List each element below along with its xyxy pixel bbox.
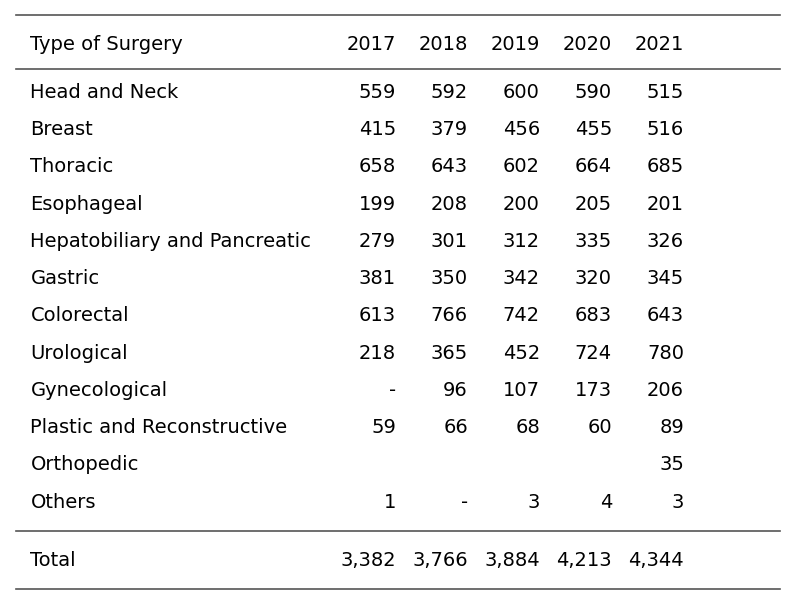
Text: 600: 600: [503, 83, 540, 102]
Text: 592: 592: [430, 83, 468, 102]
Text: 4: 4: [600, 493, 612, 511]
Text: Colorectal: Colorectal: [30, 306, 129, 325]
Text: 59: 59: [371, 418, 396, 437]
Text: 208: 208: [431, 195, 468, 213]
Text: 320: 320: [575, 269, 612, 288]
Text: 201: 201: [647, 195, 684, 213]
Text: 279: 279: [359, 232, 396, 251]
Text: 3: 3: [672, 493, 684, 511]
Text: 685: 685: [646, 157, 684, 176]
Text: 3,382: 3,382: [340, 551, 396, 570]
Text: 2017: 2017: [346, 35, 396, 54]
Text: 452: 452: [502, 344, 540, 362]
Text: 345: 345: [646, 269, 684, 288]
Text: 2018: 2018: [418, 35, 468, 54]
Text: 218: 218: [359, 344, 396, 362]
Text: 455: 455: [574, 120, 612, 139]
Text: 643: 643: [431, 157, 468, 176]
Text: 96: 96: [443, 381, 468, 400]
Text: 173: 173: [575, 381, 612, 400]
Text: 312: 312: [503, 232, 540, 251]
Text: 766: 766: [431, 306, 468, 325]
Text: 643: 643: [647, 306, 684, 325]
Text: 326: 326: [647, 232, 684, 251]
Text: 516: 516: [646, 120, 684, 139]
Text: 379: 379: [431, 120, 468, 139]
Text: 200: 200: [503, 195, 540, 213]
Text: 4,213: 4,213: [556, 551, 612, 570]
Text: 780: 780: [647, 344, 684, 362]
Text: Breast: Breast: [30, 120, 93, 139]
Text: 205: 205: [575, 195, 612, 213]
Text: 515: 515: [646, 83, 684, 102]
Text: 66: 66: [443, 418, 468, 437]
Text: 350: 350: [431, 269, 468, 288]
Text: 3: 3: [528, 493, 540, 511]
Text: 60: 60: [587, 418, 612, 437]
Text: 2021: 2021: [634, 35, 684, 54]
Text: Urological: Urological: [30, 344, 128, 362]
Text: 664: 664: [575, 157, 612, 176]
Text: 381: 381: [359, 269, 396, 288]
Text: 602: 602: [503, 157, 540, 176]
Text: -: -: [389, 381, 396, 400]
Text: 559: 559: [358, 83, 396, 102]
Text: 613: 613: [359, 306, 396, 325]
Text: 342: 342: [503, 269, 540, 288]
Text: 199: 199: [359, 195, 396, 213]
Text: 456: 456: [502, 120, 540, 139]
Text: 1: 1: [384, 493, 396, 511]
Text: Hepatobiliary and Pancreatic: Hepatobiliary and Pancreatic: [30, 232, 311, 251]
Text: Gynecological: Gynecological: [30, 381, 167, 400]
Text: 107: 107: [503, 381, 540, 400]
Text: Orthopedic: Orthopedic: [30, 455, 138, 474]
Text: 415: 415: [358, 120, 396, 139]
Text: 68: 68: [515, 418, 540, 437]
Text: Head and Neck: Head and Neck: [30, 83, 178, 102]
Text: Plastic and Reconstructive: Plastic and Reconstructive: [30, 418, 287, 437]
Text: 2020: 2020: [562, 35, 612, 54]
Text: 89: 89: [659, 418, 684, 437]
Text: 590: 590: [575, 83, 612, 102]
Text: Others: Others: [30, 493, 96, 511]
Text: 2019: 2019: [490, 35, 540, 54]
Text: 35: 35: [659, 455, 684, 474]
Text: Gastric: Gastric: [30, 269, 99, 288]
Text: 683: 683: [575, 306, 612, 325]
Text: Thoracic: Thoracic: [30, 157, 114, 176]
Text: 4,344: 4,344: [628, 551, 684, 570]
Text: 335: 335: [574, 232, 612, 251]
Text: 3,766: 3,766: [412, 551, 468, 570]
Text: -: -: [461, 493, 468, 511]
Text: Type of Surgery: Type of Surgery: [30, 35, 183, 54]
Text: 724: 724: [575, 344, 612, 362]
Text: 3,884: 3,884: [484, 551, 540, 570]
Text: 658: 658: [358, 157, 396, 176]
Text: 742: 742: [503, 306, 540, 325]
Text: 206: 206: [647, 381, 684, 400]
Text: Esophageal: Esophageal: [30, 195, 143, 213]
Text: 365: 365: [430, 344, 468, 362]
Text: Total: Total: [30, 551, 76, 570]
Text: 301: 301: [431, 232, 468, 251]
